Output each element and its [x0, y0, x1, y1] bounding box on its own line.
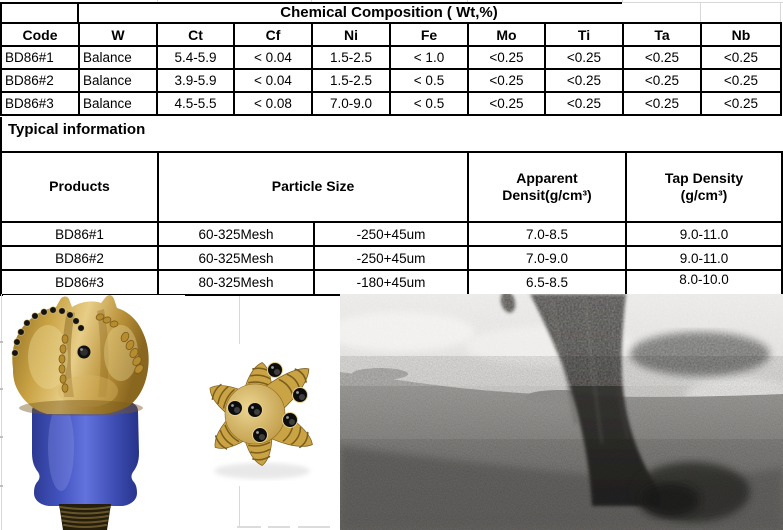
cell-ni: 1.5-2.5 — [311, 45, 391, 70]
gridline — [622, 2, 783, 3]
cell-ta: <0.25 — [622, 45, 702, 70]
cell-w: Balance — [78, 91, 158, 116]
gridline — [780, 3, 781, 23]
composition-header-row: Code W Ct Cf Ni Fe Mo Ti Ta Nb — [0, 22, 782, 47]
composition-row: BD86#2 Balance 3.9-5.9 < 0.04 1.5-2.5 < … — [0, 68, 782, 93]
cell-tap-density: 9.0-11.0 — [625, 221, 783, 247]
cell-code: BD86#3 — [0, 91, 80, 116]
composition-row: BD86#3 Balance 4.5-5.5 < 0.08 7.0-9.0 < … — [0, 91, 782, 116]
cell-micron: -180+45um — [313, 269, 469, 296]
gridline — [239, 486, 240, 526]
header-cell-w: W — [78, 22, 158, 47]
cell-mesh: 60-325Mesh — [157, 221, 315, 247]
gridline — [622, 0, 623, 2]
gridline — [0, 485, 4, 487]
cell-nb: <0.25 — [700, 68, 782, 93]
cell-mesh: 60-325Mesh — [157, 245, 315, 271]
header-cell-mo: Mo — [467, 22, 546, 47]
header-cell-cf: Cf — [233, 22, 313, 47]
header-cell-ct: Ct — [156, 22, 235, 47]
gridline — [0, 436, 4, 438]
cell-micron: -250+45um — [313, 221, 469, 247]
cell-ta: <0.25 — [622, 91, 702, 116]
cell-mesh: 80-325Mesh — [157, 269, 315, 296]
composition-row: BD86#1 Balance 5.4-5.9 < 0.04 1.5-2.5 < … — [0, 45, 782, 70]
powder-pour-photo — [340, 294, 783, 530]
gridline — [157, 0, 158, 2]
cell-ct: 3.9-5.9 — [156, 68, 235, 93]
gridline — [311, 0, 312, 2]
cell-ta: <0.25 — [622, 68, 702, 93]
cell-cf: < 0.08 — [233, 91, 313, 116]
cell-product: BD86#1 — [0, 221, 159, 247]
cell-ct: 4.5-5.5 — [156, 91, 235, 116]
cell-fe: < 1.0 — [389, 45, 469, 70]
title-top-border — [0, 2, 622, 4]
cell-mo: <0.25 — [467, 45, 546, 70]
cell-mo: <0.25 — [467, 68, 546, 93]
table-title: Chemical Composition ( Wt,%) — [280, 4, 498, 21]
cell-fe: < 0.5 — [389, 91, 469, 116]
title-divider — [77, 2, 79, 23]
cell-tap-density: 9.0-11.0 — [625, 245, 783, 271]
header-cell-ni: Ni — [311, 22, 391, 47]
cell-fe: < 0.5 — [389, 68, 469, 93]
pdc-drill-bit-photo — [3, 295, 185, 530]
header-cell-code: Code — [0, 22, 80, 47]
gridline — [1, 294, 2, 530]
cell-apparent-density: 6.5-8.5 — [467, 269, 627, 296]
cell-ti: <0.25 — [544, 68, 624, 93]
header-cell-ta: Ta — [622, 22, 702, 47]
header-cell-particle-size: Particle Size — [157, 151, 469, 223]
header-cell-apparent-density: Apparent Densit(g/cm³) — [467, 151, 627, 223]
typical-information-table: Products Particle Size Apparent Densit(g… — [0, 151, 783, 296]
left-border-segment — [0, 117, 2, 151]
cell-apparent-density: 7.0-8.5 — [467, 221, 627, 247]
cutoff-caption-fragment — [268, 526, 290, 528]
cell-w: Balance — [78, 68, 158, 93]
cell-tap-density: 8.0-10.0 — [625, 269, 783, 296]
typical-row: BD86#2 60-325Mesh -250+45um 7.0-9.0 9.0-… — [0, 245, 783, 271]
cell-product: BD86#3 — [0, 269, 159, 296]
gridline — [700, 3, 701, 23]
cell-code: BD86#1 — [0, 45, 80, 70]
cell-apparent-density: 7.0-9.0 — [467, 245, 627, 271]
cell-nb: <0.25 — [700, 45, 782, 70]
gridline — [239, 296, 240, 346]
header-cell-tap-density: Tap Density (g/cm³) — [625, 151, 783, 223]
gridline — [467, 0, 468, 2]
header-cell-products: Products — [0, 151, 159, 223]
cell-cf: < 0.04 — [233, 68, 313, 93]
typical-row: BD86#3 80-325Mesh -180+45um 6.5-8.5 8.0-… — [0, 269, 783, 296]
cell-nb: <0.25 — [700, 91, 782, 116]
section-heading: Typical information — [8, 121, 146, 138]
header-cell-ti: Ti — [544, 22, 624, 47]
cell-ct: 5.4-5.9 — [156, 45, 235, 70]
gridline — [0, 341, 4, 343]
title-left-border — [0, 2, 2, 23]
header-cell-fe: Fe — [389, 22, 469, 47]
cell-code: BD86#2 — [0, 68, 80, 93]
typical-row: BD86#1 60-325Mesh -250+45um 7.0-8.5 9.0-… — [0, 221, 783, 247]
cell-ni: 7.0-9.0 — [311, 91, 391, 116]
cell-ni: 1.5-2.5 — [311, 68, 391, 93]
cell-product: BD86#2 — [0, 245, 159, 271]
drill-bit-face-photo — [192, 344, 342, 485]
gridline — [0, 388, 4, 390]
cell-w: Balance — [78, 45, 158, 70]
header-cell-nb: Nb — [700, 22, 782, 47]
cell-ti: <0.25 — [544, 45, 624, 70]
cell-mo: <0.25 — [467, 91, 546, 116]
cutoff-caption-fragment — [298, 526, 330, 528]
typical-header-row: Products Particle Size Apparent Densit(g… — [0, 151, 783, 223]
cell-ti: <0.25 — [544, 91, 624, 116]
cutoff-caption-fragment — [237, 526, 261, 528]
cell-cf: < 0.04 — [233, 45, 313, 70]
chemical-composition-table: Code W Ct Cf Ni Fe Mo Ti Ta Nb BD86#1 Ba… — [0, 22, 782, 116]
cell-micron: -250+45um — [313, 245, 469, 271]
